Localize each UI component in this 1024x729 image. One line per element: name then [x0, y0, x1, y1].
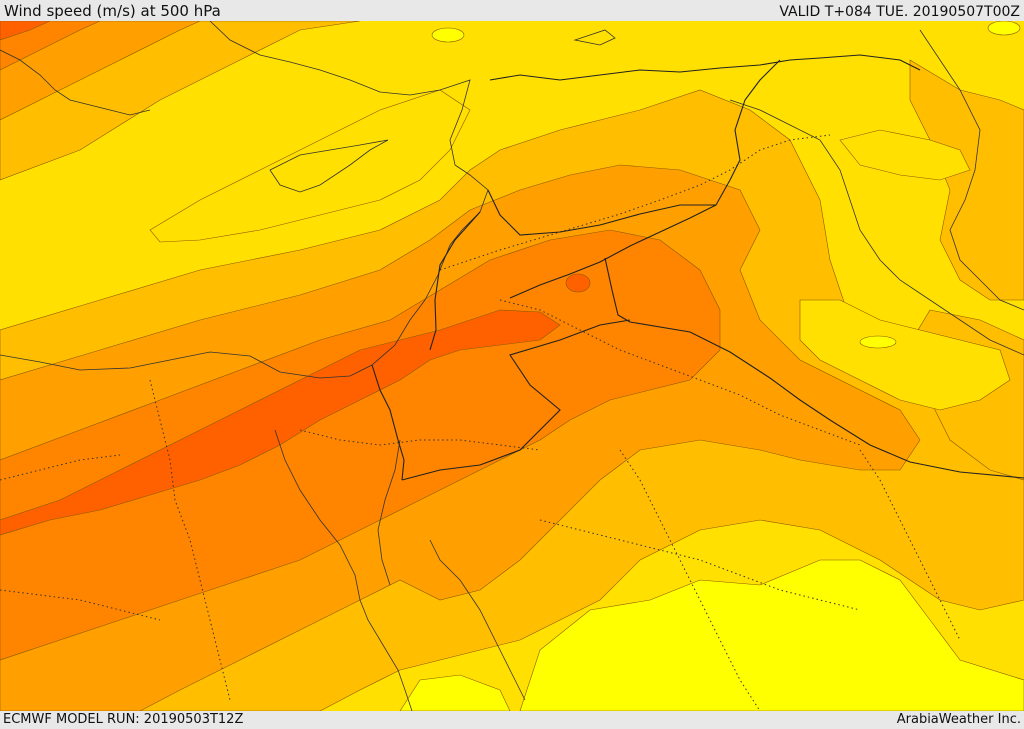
- band-lightest-southwest: [399, 674, 511, 711]
- band-red-orange-core: [0, 309, 561, 536]
- model-run: ECMWF MODEL RUN: 20190503T12Z: [3, 712, 244, 727]
- band-lightest-southeast: [519, 559, 1024, 711]
- header-bar: Wind speed (m/s) at 500 hPa VALID T+084 …: [0, 0, 1024, 21]
- solid-borders: [371, 54, 1024, 481]
- wind-speed-map[interactable]: [0, 21, 1024, 711]
- band-mid-northeast: [909, 59, 1024, 301]
- country-borders: [0, 134, 961, 711]
- credit: ArabiaWeather Inc.: [896, 712, 1021, 727]
- band-light-island-northeast: [839, 129, 971, 181]
- valid-time: VALID T+084 TUE. 20190507T00Z: [779, 4, 1020, 20]
- band-lightest-spot: [859, 335, 897, 349]
- band-dark-orange-northwest: [0, 21, 101, 71]
- band-lightest-spot-northeast: [987, 21, 1021, 36]
- band-light-island-north: [149, 89, 471, 243]
- footer-bar: ECMWF MODEL RUN: 20190503T12Z ArabiaWeat…: [0, 711, 1024, 729]
- band-red-orange-spot: [565, 273, 591, 293]
- band-lightest-spot-north: [431, 27, 465, 43]
- band-light-island-east: [799, 299, 1011, 411]
- map-title: Wind speed (m/s) at 500 hPa: [4, 2, 221, 20]
- band-red-orange-northwest: [0, 21, 51, 41]
- band-orange-northwest: [0, 21, 201, 121]
